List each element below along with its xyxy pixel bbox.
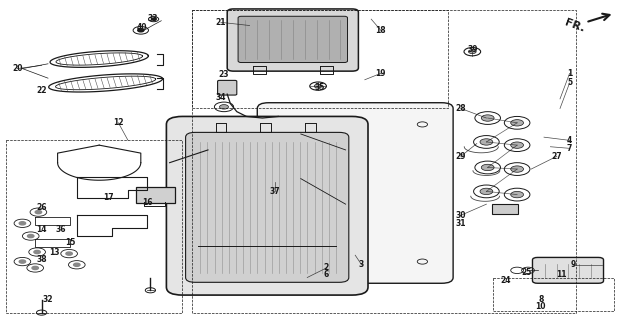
Text: 2: 2 bbox=[324, 263, 329, 272]
Text: 29: 29 bbox=[456, 152, 466, 161]
FancyBboxPatch shape bbox=[166, 116, 368, 295]
Circle shape bbox=[220, 105, 228, 109]
Circle shape bbox=[152, 18, 156, 20]
Text: 19: 19 bbox=[376, 69, 386, 78]
Text: 8: 8 bbox=[538, 295, 543, 304]
Text: 11: 11 bbox=[556, 270, 566, 279]
Circle shape bbox=[28, 234, 34, 238]
Circle shape bbox=[74, 263, 80, 266]
Text: 10: 10 bbox=[536, 302, 546, 311]
FancyBboxPatch shape bbox=[136, 187, 175, 203]
FancyBboxPatch shape bbox=[257, 103, 453, 283]
Text: 5: 5 bbox=[567, 78, 572, 87]
Circle shape bbox=[66, 252, 72, 255]
Text: 26: 26 bbox=[36, 203, 47, 212]
Circle shape bbox=[481, 115, 494, 121]
Text: 7: 7 bbox=[567, 144, 572, 153]
Text: 30: 30 bbox=[456, 211, 466, 220]
Text: 20: 20 bbox=[12, 64, 22, 73]
Text: 32: 32 bbox=[43, 295, 53, 304]
Text: 3: 3 bbox=[359, 260, 364, 269]
Text: 38: 38 bbox=[36, 256, 47, 264]
Text: 22: 22 bbox=[36, 86, 47, 95]
Circle shape bbox=[511, 120, 524, 126]
FancyBboxPatch shape bbox=[532, 257, 604, 283]
Text: 9: 9 bbox=[570, 260, 575, 269]
Text: 21: 21 bbox=[216, 18, 226, 27]
Text: 25: 25 bbox=[521, 268, 531, 277]
Text: 35: 35 bbox=[315, 83, 325, 92]
Text: 33: 33 bbox=[147, 14, 157, 23]
Text: 40: 40 bbox=[137, 23, 147, 32]
FancyBboxPatch shape bbox=[218, 80, 237, 95]
Text: 24: 24 bbox=[500, 276, 511, 285]
Circle shape bbox=[511, 166, 524, 172]
Text: 37: 37 bbox=[270, 187, 280, 196]
Text: 34: 34 bbox=[216, 93, 226, 102]
FancyBboxPatch shape bbox=[227, 9, 358, 71]
Text: 36: 36 bbox=[56, 225, 66, 234]
FancyBboxPatch shape bbox=[238, 16, 348, 63]
Circle shape bbox=[480, 188, 493, 195]
Text: 39: 39 bbox=[467, 45, 477, 54]
Circle shape bbox=[480, 139, 493, 145]
Text: 12: 12 bbox=[113, 118, 124, 127]
Circle shape bbox=[32, 266, 38, 270]
Text: 15: 15 bbox=[65, 238, 76, 247]
Text: 18: 18 bbox=[376, 26, 386, 35]
Circle shape bbox=[35, 211, 42, 214]
Text: 16: 16 bbox=[142, 198, 152, 207]
Circle shape bbox=[19, 260, 26, 263]
Circle shape bbox=[138, 29, 144, 32]
Text: 13: 13 bbox=[49, 248, 60, 256]
Circle shape bbox=[34, 250, 40, 254]
Text: 17: 17 bbox=[104, 193, 114, 202]
Circle shape bbox=[481, 164, 494, 171]
Text: 27: 27 bbox=[552, 152, 562, 161]
Circle shape bbox=[468, 50, 476, 54]
Text: 6: 6 bbox=[324, 270, 329, 279]
Text: 28: 28 bbox=[456, 104, 466, 113]
Circle shape bbox=[511, 142, 524, 148]
FancyBboxPatch shape bbox=[186, 132, 349, 282]
Circle shape bbox=[19, 222, 26, 225]
Text: 1: 1 bbox=[567, 69, 572, 78]
Text: 23: 23 bbox=[219, 70, 229, 79]
Circle shape bbox=[314, 84, 322, 88]
Circle shape bbox=[511, 191, 524, 198]
Text: 4: 4 bbox=[567, 136, 572, 145]
Text: FR.: FR. bbox=[563, 17, 586, 34]
FancyBboxPatch shape bbox=[492, 204, 518, 214]
Text: 31: 31 bbox=[456, 219, 466, 228]
Text: 14: 14 bbox=[36, 225, 47, 234]
